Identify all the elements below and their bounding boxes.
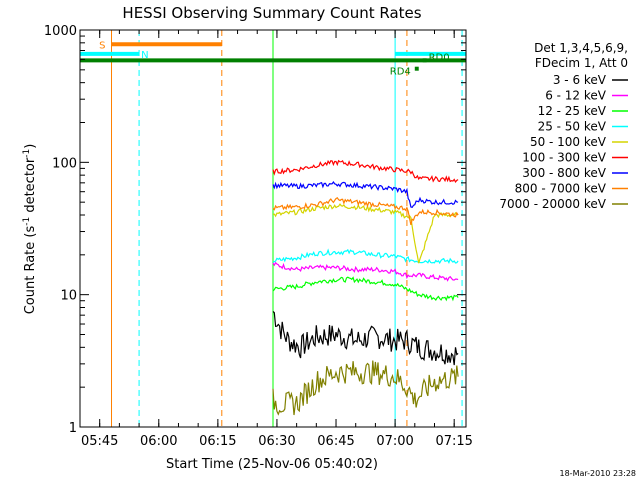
legend-label: 12 - 25 keV	[538, 104, 607, 118]
y-tick-label: 100	[52, 156, 77, 171]
legend-label: 300 - 800 keV	[522, 166, 606, 180]
y-axis-label-main: Count Rate (s	[23, 226, 38, 315]
status-bar-label: RD4	[390, 67, 411, 78]
legend-label: 50 - 100 keV	[530, 135, 607, 149]
x-tick-label: 06:00	[140, 434, 177, 449]
chart-title: HESSI Observing Summary Count Rates	[122, 4, 421, 22]
x-tick-label: 06:30	[258, 434, 295, 449]
x-tick-label: 06:45	[317, 434, 354, 449]
x-axis: 05:45 06:00 06:15 06:30 06:45 07:00 07:15	[79, 30, 473, 449]
timestamp: 18-Mar-2010 23:28	[560, 469, 637, 478]
status-bar-label: N	[141, 50, 148, 61]
series-line	[272, 180, 459, 208]
status-bar-label: RD0	[429, 52, 450, 63]
y-tick-label: 1000	[44, 24, 77, 39]
series-line	[272, 159, 459, 183]
y-axis-label: Count Rate (s-1 detector-1)	[22, 144, 38, 315]
legend-label: 100 - 300 keV	[522, 151, 606, 165]
y-tick-label: 10	[60, 289, 77, 304]
series-line	[272, 261, 459, 282]
legend-header-line2: FDecim 1, Att 0	[535, 56, 628, 70]
x-axis-label: Start Time (25-Nov-06 05:40:02)	[166, 457, 378, 472]
series-line	[272, 248, 459, 265]
legend-label: 3 - 6 keV	[553, 73, 607, 87]
legend: Det 1,3,4,5,6,9, FDecim 1, Att 0 3 - 6 k…	[499, 41, 628, 211]
series-line	[272, 310, 459, 366]
x-tick-label: 07:15	[435, 434, 472, 449]
legend-label: 6 - 12 keV	[545, 89, 607, 103]
y-axis-label-end: )	[23, 144, 38, 149]
time-markers	[111, 30, 463, 427]
series-lines	[272, 159, 459, 416]
x-tick-label: 07:00	[376, 434, 413, 449]
y-axis-label-mid: detector	[23, 157, 38, 217]
y-tick-label: 1	[69, 421, 77, 436]
series-line	[272, 203, 459, 264]
x-tick-label: 06:15	[199, 434, 236, 449]
legend-label: 7000 - 20000 keV	[499, 197, 606, 211]
legend-label: 800 - 7000 keV	[515, 182, 607, 196]
status-bar-label: S	[99, 40, 105, 51]
status-bars: S N RD0 RD4	[80, 40, 466, 78]
series-line	[272, 360, 459, 416]
legend-header-line1: Det 1,3,4,5,6,9,	[534, 41, 628, 55]
x-tick-label: 05:45	[81, 434, 118, 449]
legend-label: 25 - 50 keV	[538, 120, 607, 134]
y-axis-label-sup2: -1	[22, 149, 32, 158]
y-axis: 1 10 100 1000	[44, 24, 466, 436]
y-axis-label-sup1: -1	[22, 217, 32, 226]
series-line	[272, 196, 459, 226]
series-line	[272, 276, 459, 302]
plot-frame	[79, 29, 467, 428]
